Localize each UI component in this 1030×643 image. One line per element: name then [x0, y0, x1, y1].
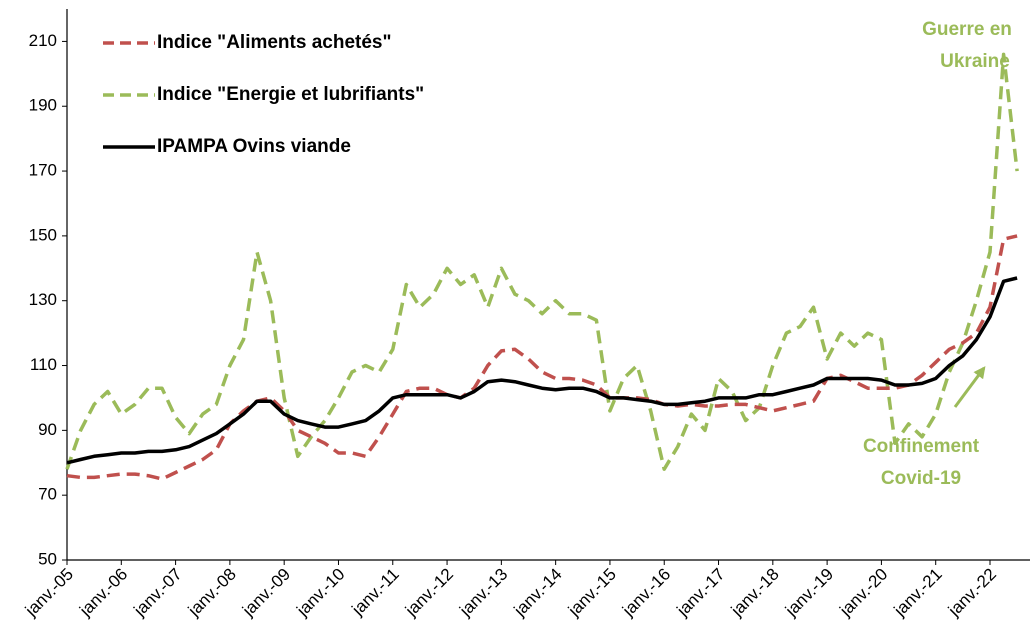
- y-tick-label: 110: [30, 355, 57, 374]
- x-tick-label: janv.-07: [130, 565, 186, 621]
- y-tick-label: 90: [38, 420, 57, 439]
- x-tick-label: janv.-14: [510, 565, 566, 621]
- x-tick-label: janv.-08: [184, 565, 240, 621]
- x-tick-label: janv.-13: [455, 565, 511, 621]
- x-tick-label: janv.-17: [673, 565, 729, 621]
- x-tick-label: janv.-15: [564, 565, 620, 621]
- x-tick-label: janv.-05: [21, 565, 77, 621]
- x-tick-label: janv.-20: [835, 565, 891, 621]
- annotation: Covid-19: [881, 468, 961, 489]
- annotation: Ukraine: [940, 51, 1010, 72]
- y-tick-label: 210: [29, 31, 57, 50]
- x-tick-label: janv.-19: [781, 565, 837, 621]
- y-tick-label: 150: [29, 225, 57, 244]
- annotation: Confinement: [863, 436, 980, 457]
- series-line: [65, 52, 1019, 471]
- legend-label: Indice "Energie et lubrifiants": [157, 84, 424, 105]
- x-tick-label: janv.-21: [890, 565, 946, 621]
- y-tick-label: 50: [38, 549, 57, 568]
- y-tick-label: 170: [29, 161, 57, 180]
- x-tick-label: janv.-11: [348, 565, 403, 620]
- annotation-arrow: [953, 366, 986, 408]
- x-tick-label: janv.-22: [944, 565, 1000, 621]
- x-tick-label: janv.-06: [75, 565, 131, 621]
- series-line: [66, 276, 1018, 465]
- y-tick-label: 70: [38, 485, 57, 504]
- series-line: [66, 234, 1018, 481]
- x-tick-label: janv.-18: [727, 565, 783, 621]
- x-tick-label: janv.-10: [292, 565, 348, 621]
- x-tick-label: janv.-09: [238, 565, 294, 621]
- y-tick-label: 190: [29, 96, 57, 115]
- annotation: Guerre en: [922, 19, 1012, 40]
- x-tick-label: janv.-16: [618, 565, 674, 621]
- y-tick-label: 130: [29, 290, 57, 309]
- legend-label: IPAMPA Ovins viande: [157, 136, 351, 157]
- x-tick-label: janv.-12: [401, 565, 457, 621]
- legend-label: Indice "Aliments achetés": [157, 32, 392, 53]
